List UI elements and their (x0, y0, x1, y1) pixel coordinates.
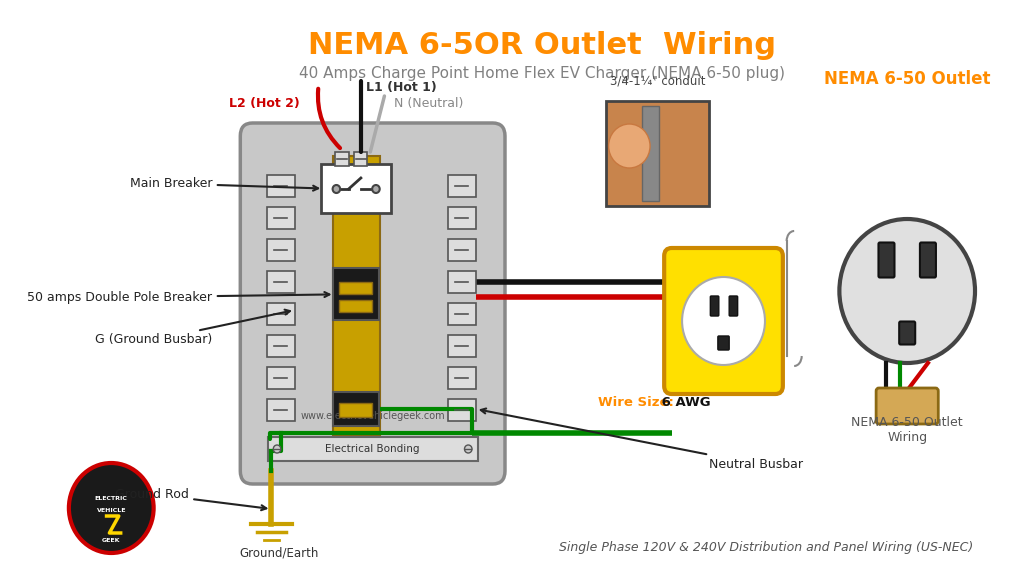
FancyBboxPatch shape (267, 437, 477, 461)
Text: VEHICLE: VEHICLE (96, 507, 126, 513)
FancyBboxPatch shape (447, 399, 476, 421)
FancyBboxPatch shape (920, 242, 936, 278)
Circle shape (333, 185, 340, 193)
FancyBboxPatch shape (642, 106, 658, 201)
FancyBboxPatch shape (606, 101, 710, 206)
Text: N (Neutral): N (Neutral) (394, 97, 463, 111)
Text: Single Phase 120V & 240V Distribution and Panel Wiring (US-NEC): Single Phase 120V & 240V Distribution an… (559, 541, 973, 554)
FancyBboxPatch shape (266, 175, 295, 197)
Text: G (Ground Busbar): G (Ground Busbar) (95, 310, 290, 347)
FancyBboxPatch shape (266, 399, 295, 421)
FancyBboxPatch shape (322, 164, 391, 213)
Text: 3/4-1¼" conduit: 3/4-1¼" conduit (610, 75, 706, 88)
Circle shape (465, 445, 472, 453)
FancyBboxPatch shape (339, 282, 372, 294)
FancyBboxPatch shape (266, 207, 295, 229)
FancyBboxPatch shape (266, 335, 295, 357)
FancyBboxPatch shape (333, 268, 379, 320)
FancyBboxPatch shape (729, 296, 737, 316)
FancyBboxPatch shape (665, 248, 783, 394)
Text: Ground/Earth: Ground/Earth (240, 546, 318, 559)
Text: Electrical Bonding: Electrical Bonding (326, 444, 420, 454)
FancyBboxPatch shape (447, 367, 476, 389)
FancyBboxPatch shape (266, 239, 295, 261)
Text: GEEK: GEEK (102, 537, 121, 543)
Text: ELECTRIC: ELECTRIC (95, 495, 128, 501)
FancyBboxPatch shape (339, 301, 372, 312)
Text: NEMA 6-50 Outlet: NEMA 6-50 Outlet (824, 70, 990, 88)
Text: Ground Rod: Ground Rod (115, 487, 266, 510)
Circle shape (273, 445, 281, 453)
Circle shape (69, 463, 154, 553)
FancyBboxPatch shape (447, 335, 476, 357)
FancyBboxPatch shape (266, 367, 295, 389)
Circle shape (372, 185, 380, 193)
FancyBboxPatch shape (354, 152, 368, 166)
Text: Main Breaker: Main Breaker (130, 177, 318, 191)
FancyBboxPatch shape (879, 242, 895, 278)
FancyBboxPatch shape (877, 388, 938, 424)
Text: NEMA 6-50 Outlet
Wiring: NEMA 6-50 Outlet Wiring (851, 416, 963, 444)
FancyBboxPatch shape (447, 207, 476, 229)
FancyBboxPatch shape (333, 392, 379, 426)
FancyBboxPatch shape (241, 123, 505, 484)
FancyBboxPatch shape (266, 303, 295, 325)
FancyBboxPatch shape (339, 403, 372, 417)
Circle shape (840, 219, 975, 363)
Text: 6 AWG: 6 AWG (656, 396, 711, 410)
FancyBboxPatch shape (336, 152, 348, 166)
Text: Neutral Busbar: Neutral Busbar (481, 408, 804, 471)
Text: 40 Amps Charge Point Home Flex EV Charger (NEMA 6-50 plug): 40 Amps Charge Point Home Flex EV Charge… (299, 66, 784, 81)
Text: 50 amps Double Pole Breaker: 50 amps Double Pole Breaker (27, 291, 330, 304)
FancyBboxPatch shape (333, 156, 380, 436)
FancyBboxPatch shape (266, 271, 295, 293)
FancyBboxPatch shape (447, 271, 476, 293)
Text: NEMA 6-5OR Outlet  Wiring: NEMA 6-5OR Outlet Wiring (308, 31, 776, 60)
FancyBboxPatch shape (447, 303, 476, 325)
Text: L2 (Hot 2): L2 (Hot 2) (229, 97, 300, 111)
Circle shape (608, 124, 650, 168)
FancyBboxPatch shape (447, 175, 476, 197)
Circle shape (682, 277, 765, 365)
FancyBboxPatch shape (899, 321, 915, 344)
Text: Wire Size:: Wire Size: (598, 396, 674, 410)
FancyBboxPatch shape (718, 336, 729, 350)
FancyBboxPatch shape (711, 296, 719, 316)
Text: L1 (Hot 1): L1 (Hot 1) (366, 81, 436, 94)
FancyBboxPatch shape (447, 239, 476, 261)
Text: www.electricvehiclegeek.com: www.electricvehiclegeek.com (300, 411, 445, 421)
